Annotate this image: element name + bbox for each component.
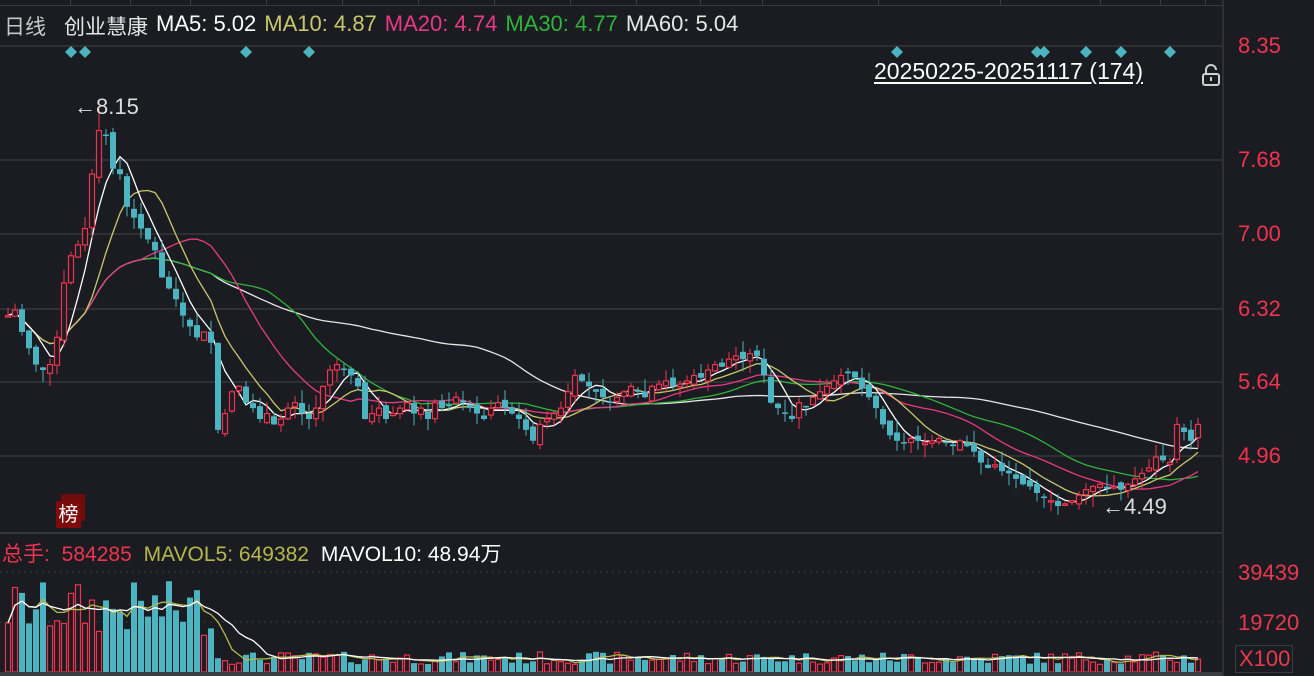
high-price-marker: ←8.15 bbox=[74, 94, 139, 119]
low-price-marker: ←4.49 bbox=[1102, 494, 1167, 519]
price-tick-2: 7.00 bbox=[1238, 221, 1281, 246]
volume-tick-1: 19720 bbox=[1238, 610, 1300, 635]
ma20-value: MA20: 4.74 bbox=[384, 11, 498, 36]
ranking-badge[interactable]: 榜 bbox=[56, 494, 85, 528]
ma60-value: MA60: 5.04 bbox=[625, 11, 739, 36]
ma5-value: MA5: 5.02 bbox=[156, 11, 257, 36]
event-diamond-icon bbox=[1115, 46, 1127, 58]
event-diamond-icon bbox=[1038, 46, 1050, 58]
ma30-value: MA30: 4.77 bbox=[505, 11, 618, 36]
volume-legend: 总手: 584285 MAVOL5: 649382 MAVOL10: 48.94… bbox=[2, 538, 507, 568]
total-volume-value: 584285 bbox=[61, 543, 132, 566]
top-toolbar-strip bbox=[0, 0, 1222, 6]
arrow-left-icon: ← bbox=[1102, 494, 1124, 519]
ma60-line bbox=[7, 257, 1199, 450]
period-label[interactable]: 日线 bbox=[4, 15, 46, 39]
event-diamond-icon bbox=[240, 46, 252, 58]
candlestick-chart[interactable] bbox=[0, 0, 1222, 676]
event-diamond-icon bbox=[891, 46, 903, 58]
ma10-value: MA10: 4.87 bbox=[264, 11, 377, 36]
ma10-line bbox=[7, 189, 1199, 497]
panel-separator bbox=[0, 532, 1222, 534]
price-tick-1: 7.68 bbox=[1238, 147, 1281, 172]
event-diamond-icon bbox=[1164, 46, 1176, 58]
mavol5-value: MAVOL5: 649382 bbox=[143, 543, 309, 566]
bottom-scrollbar[interactable] bbox=[0, 672, 1222, 676]
price-axis-separator bbox=[1222, 0, 1224, 676]
ma30-line bbox=[7, 257, 1199, 481]
event-diamond-icon bbox=[303, 46, 315, 58]
arrow-left-icon: ← bbox=[74, 94, 96, 119]
event-diamond-icon bbox=[1080, 46, 1092, 58]
date-range-label[interactable]: 20250225-20251117 (174) bbox=[874, 58, 1143, 84]
price-tick-0: 8.35 bbox=[1238, 33, 1281, 58]
stock-name: 创业慧康 bbox=[64, 15, 148, 39]
event-diamond-icon bbox=[1031, 46, 1043, 58]
ma-legend: 日线 创业慧康 MA5: 5.02 MA10: 4.87 MA20: 4.74 … bbox=[4, 11, 746, 39]
total-volume-label: 总手: bbox=[2, 543, 56, 566]
price-tick-4: 5.64 bbox=[1238, 369, 1281, 394]
ma5-line bbox=[7, 155, 1199, 503]
ranking-badge-label: 榜 bbox=[56, 501, 81, 528]
unlock-icon[interactable] bbox=[1200, 64, 1222, 86]
event-diamond-icon bbox=[65, 46, 77, 58]
volume-tick-0: 39439 bbox=[1238, 560, 1300, 585]
event-diamond-icon bbox=[79, 46, 91, 58]
mavol10-value: MAVOL10: 48.94万 bbox=[320, 543, 502, 566]
ma20-line bbox=[7, 238, 1199, 490]
price-tick-3: 6.32 bbox=[1238, 296, 1281, 321]
price-tick-5: 4.96 bbox=[1238, 443, 1281, 468]
volume-unit-button[interactable]: X100 bbox=[1235, 645, 1293, 673]
